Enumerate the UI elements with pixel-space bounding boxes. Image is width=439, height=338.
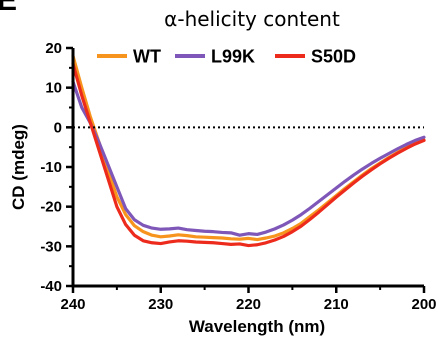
series-line-l99k	[71, 80, 426, 237]
x-tick-label: 210	[324, 296, 349, 313]
y-axis-label: CD (mdeg)	[9, 124, 28, 210]
x-axis-ticks: 240 230 220 210 200	[60, 286, 437, 313]
y-tick-label: 0	[54, 119, 62, 136]
x-tick-label: 220	[236, 296, 261, 313]
y-tick-label: -30	[40, 238, 62, 255]
plot-lines	[71, 54, 426, 248]
y-tick-label: -20	[40, 199, 62, 216]
legend-label-s50d: S50D	[311, 47, 356, 67]
legend-label-wt: WT	[133, 47, 161, 67]
y-tick-label: -40	[40, 278, 62, 295]
y-tick-label: 20	[45, 40, 62, 57]
x-tick-label: 230	[148, 296, 173, 313]
y-axis-ticks: -40 -30 -20 -10 0 10 20	[40, 40, 73, 295]
legend: WT L99K S50D	[97, 47, 356, 67]
x-tick-label: 240	[60, 296, 85, 313]
x-tick-label: 200	[411, 296, 436, 313]
y-tick-label: 10	[45, 80, 62, 97]
chart-title: α-helicity content	[164, 7, 340, 31]
panel-letter: E	[0, 0, 18, 17]
series-line-s50d	[71, 62, 426, 248]
x-axis-label: Wavelength (nm)	[189, 317, 325, 336]
legend-label-l99k: L99K	[211, 47, 255, 67]
y-tick-label: -10	[40, 159, 62, 176]
series-line-wt	[71, 54, 426, 242]
